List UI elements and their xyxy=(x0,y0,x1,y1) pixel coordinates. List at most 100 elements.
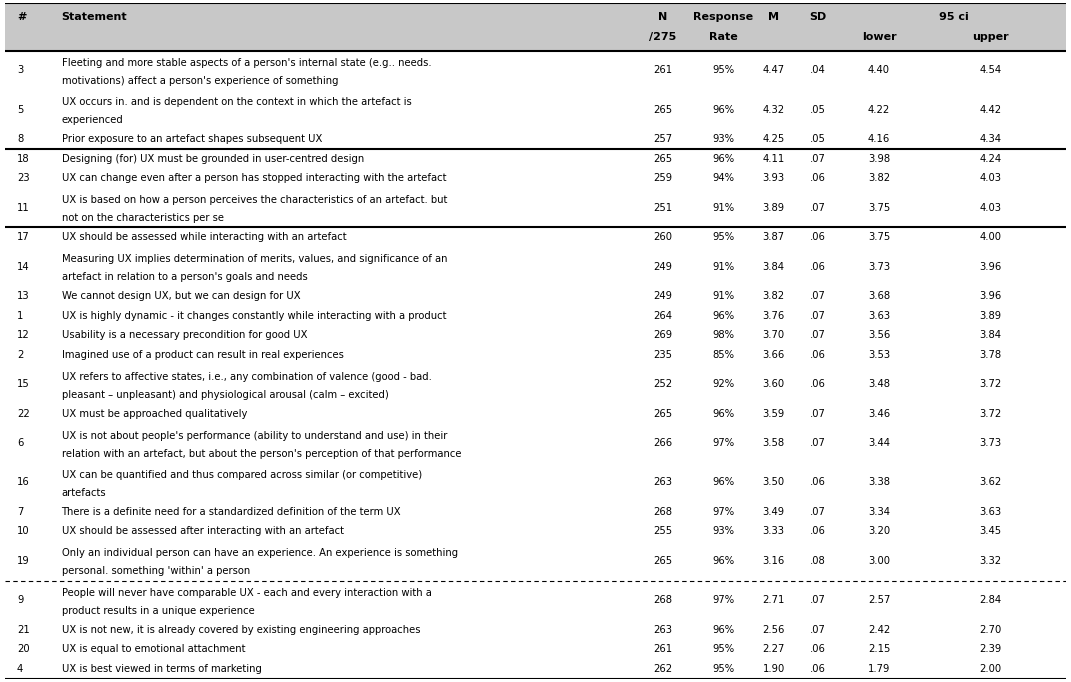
Text: 3.68: 3.68 xyxy=(868,291,890,301)
Bar xyxy=(5,90,1066,130)
Text: 5: 5 xyxy=(17,105,24,115)
Text: 3.82: 3.82 xyxy=(868,173,890,183)
Text: 4.42: 4.42 xyxy=(979,105,1001,115)
Text: 3: 3 xyxy=(17,65,24,76)
Text: 264: 264 xyxy=(653,311,673,321)
Bar xyxy=(5,424,1066,463)
Text: 95%: 95% xyxy=(712,644,735,654)
Text: 96%: 96% xyxy=(712,409,735,419)
Text: 2.15: 2.15 xyxy=(868,644,890,654)
Text: 3.72: 3.72 xyxy=(979,379,1001,389)
Text: 17: 17 xyxy=(17,233,30,242)
Text: 3.63: 3.63 xyxy=(979,507,1001,517)
Text: 4.16: 4.16 xyxy=(868,134,890,144)
Text: 2.00: 2.00 xyxy=(979,664,1001,674)
Text: Imagined use of a product can result in real experiences: Imagined use of a product can result in … xyxy=(61,350,344,360)
Bar xyxy=(5,286,1066,306)
Text: 3.32: 3.32 xyxy=(979,556,1001,566)
Bar xyxy=(5,639,1066,659)
Text: 3.75: 3.75 xyxy=(868,233,890,242)
Text: 2: 2 xyxy=(17,350,24,360)
Text: 3.73: 3.73 xyxy=(979,439,1001,448)
Text: 235: 235 xyxy=(653,350,673,360)
Text: M: M xyxy=(768,12,779,22)
Text: 94%: 94% xyxy=(712,173,735,183)
Bar xyxy=(5,502,1066,522)
Bar xyxy=(5,542,1066,580)
Text: 3.63: 3.63 xyxy=(868,311,890,321)
Bar xyxy=(5,306,1066,325)
Text: 96%: 96% xyxy=(712,477,735,488)
Text: 3.76: 3.76 xyxy=(763,311,785,321)
Bar xyxy=(5,404,1066,424)
Text: experienced: experienced xyxy=(61,115,123,125)
Text: 263: 263 xyxy=(653,625,673,634)
Text: UX is not about people's performance (ability to understand and use) in their: UX is not about people's performance (ab… xyxy=(61,431,447,441)
Text: relation with an artefact, but about the person's perception of that performance: relation with an artefact, but about the… xyxy=(61,449,461,459)
Text: 269: 269 xyxy=(653,330,673,340)
Text: We cannot design UX, but we can design for UX: We cannot design UX, but we can design f… xyxy=(61,291,300,301)
Text: 3.49: 3.49 xyxy=(763,507,785,517)
Bar xyxy=(5,620,1066,639)
Text: Usability is a necessary precondition for good UX: Usability is a necessary precondition fo… xyxy=(61,330,307,340)
Text: #: # xyxy=(17,12,27,22)
Text: 3.60: 3.60 xyxy=(763,379,785,389)
Text: 4.32: 4.32 xyxy=(763,105,785,115)
Text: .06: .06 xyxy=(810,644,826,654)
Text: 3.93: 3.93 xyxy=(763,173,785,183)
Text: 3.38: 3.38 xyxy=(868,477,890,488)
Text: 249: 249 xyxy=(653,291,673,301)
Text: 91%: 91% xyxy=(712,291,735,301)
Text: 3.73: 3.73 xyxy=(868,262,890,271)
Text: 4.40: 4.40 xyxy=(868,65,890,76)
Text: 4.54: 4.54 xyxy=(979,65,1001,76)
Text: 3.34: 3.34 xyxy=(868,507,890,517)
Text: UX is highly dynamic - it changes constantly while interacting with a product: UX is highly dynamic - it changes consta… xyxy=(61,311,446,321)
Text: 3.16: 3.16 xyxy=(763,556,785,566)
Text: 3.46: 3.46 xyxy=(868,409,890,419)
Text: 92%: 92% xyxy=(712,379,735,389)
Text: 268: 268 xyxy=(653,595,673,605)
Text: 4.25: 4.25 xyxy=(763,134,785,144)
Text: 4.00: 4.00 xyxy=(979,233,1001,242)
Text: 2.57: 2.57 xyxy=(868,595,890,605)
Text: 97%: 97% xyxy=(712,439,735,448)
Text: 3.44: 3.44 xyxy=(868,439,890,448)
Text: 91%: 91% xyxy=(712,262,735,271)
Text: 4.11: 4.11 xyxy=(763,153,785,164)
Bar xyxy=(5,325,1066,345)
Text: .07: .07 xyxy=(810,595,826,605)
Text: .06: .06 xyxy=(810,262,826,271)
Text: .05: .05 xyxy=(810,134,826,144)
Text: 2.56: 2.56 xyxy=(763,625,785,634)
Text: personal. something 'within' a person: personal. something 'within' a person xyxy=(61,567,250,576)
Text: 96%: 96% xyxy=(712,625,735,634)
Text: UX can be quantified and thus compared across similar (or competitive): UX can be quantified and thus compared a… xyxy=(61,470,422,480)
Text: 7: 7 xyxy=(17,507,24,517)
Text: 3.75: 3.75 xyxy=(868,203,890,213)
Text: 2.39: 2.39 xyxy=(979,644,1001,654)
Text: 91%: 91% xyxy=(712,203,735,213)
Text: .06: .06 xyxy=(810,527,826,537)
Bar xyxy=(5,345,1066,365)
Text: 11: 11 xyxy=(17,203,30,213)
Text: 85%: 85% xyxy=(712,350,735,360)
Text: 2.71: 2.71 xyxy=(763,595,785,605)
Text: Designing (for) UX must be grounded in user-centred design: Designing (for) UX must be grounded in u… xyxy=(61,153,364,164)
Text: 13: 13 xyxy=(17,291,30,301)
Text: 3.00: 3.00 xyxy=(868,556,890,566)
Text: .06: .06 xyxy=(810,379,826,389)
Text: artefact in relation to a person's goals and needs: artefact in relation to a person's goals… xyxy=(61,272,307,282)
Text: .07: .07 xyxy=(810,203,826,213)
Text: .07: .07 xyxy=(810,311,826,321)
Text: 260: 260 xyxy=(653,233,673,242)
Bar xyxy=(5,168,1066,188)
Bar xyxy=(5,463,1066,502)
Text: 255: 255 xyxy=(653,527,673,537)
Text: 1.90: 1.90 xyxy=(763,664,785,674)
Text: product results in a unique experience: product results in a unique experience xyxy=(61,606,254,616)
Text: .06: .06 xyxy=(810,350,826,360)
Text: 23: 23 xyxy=(17,173,30,183)
Text: UX can change even after a person has stopped interacting with the artefact: UX can change even after a person has st… xyxy=(61,173,446,183)
Text: .07: .07 xyxy=(810,507,826,517)
